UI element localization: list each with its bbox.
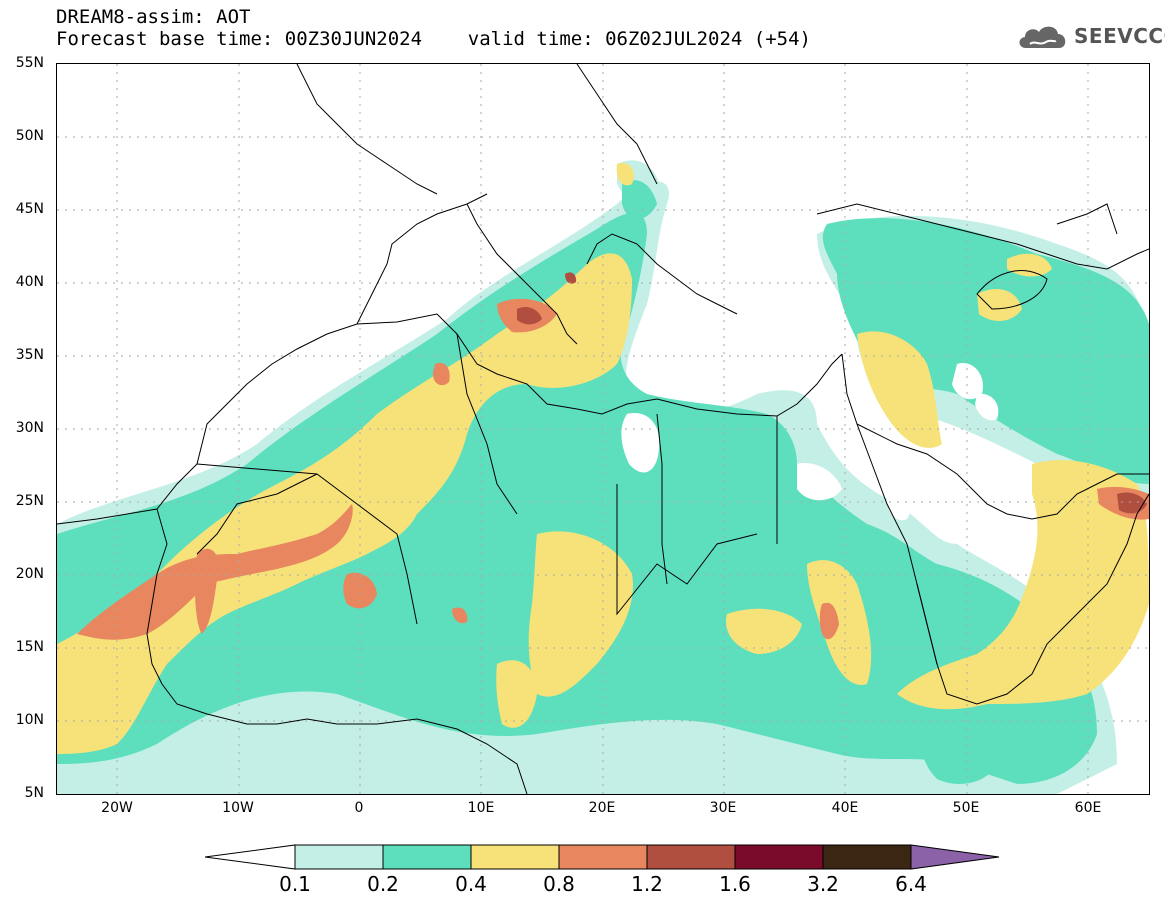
- colorbar-swatch-7: [822, 844, 912, 870]
- lat-label-50n: 50N: [15, 128, 44, 144]
- lon-label-20e: 20E: [588, 800, 616, 816]
- colorbar-svg: [204, 844, 1000, 870]
- lon-label-50e: 50E: [952, 800, 980, 816]
- lat-label-10n: 10N: [15, 712, 44, 728]
- colorbar-swatch-5: [646, 844, 736, 870]
- lat-label-25n: 25N: [15, 493, 44, 509]
- lon-label-60e: 60E: [1074, 800, 1102, 816]
- lon-label-10w: 10W: [222, 800, 254, 816]
- forecast-times: Forecast base time: 00Z30JUN2024 valid t…: [56, 28, 811, 50]
- lon-label-0: 0: [354, 800, 364, 816]
- colorbar-label-1-2: 1.2: [631, 872, 663, 896]
- colorbar-swatch-6: [734, 844, 824, 870]
- colorbar-swatch-4: [558, 844, 648, 870]
- colorbar-label-1-6: 1.6: [719, 872, 751, 896]
- cloud-icon: [1019, 26, 1066, 48]
- aot-gaps: [621, 363, 999, 521]
- lon-label-10e: 10E: [467, 800, 495, 816]
- coastlines: [57, 64, 1149, 794]
- map-title-block: DREAM8-assim: AOT Forecast base time: 00…: [56, 6, 811, 50]
- lon-label-20w: 20W: [101, 800, 133, 816]
- aot-colorbar: [204, 842, 1000, 872]
- lat-label-5n: 5N: [24, 785, 44, 801]
- logo-text: SEEVCCC: [1074, 24, 1165, 48]
- colorbar-label-0-8: 0.8: [543, 872, 575, 896]
- colorbar-swatch-2: [382, 844, 472, 870]
- colorbar-arrow-low: [204, 844, 296, 870]
- colorbar-label-0-1: 0.1: [279, 872, 311, 896]
- lat-label-45n: 45N: [15, 201, 44, 217]
- colorbar-label-3-2: 3.2: [807, 872, 839, 896]
- lat-label-15n: 15N: [15, 639, 44, 655]
- lat-label-20n: 20N: [15, 566, 44, 582]
- colorbar-arrow-high: [910, 844, 1000, 870]
- colorbar-label-6-4: 6.4: [895, 872, 927, 896]
- lat-label-55n: 55N: [15, 55, 44, 71]
- map-title: DREAM8-assim: AOT: [56, 6, 251, 28]
- graticule: [57, 64, 1149, 794]
- aot-map: [56, 63, 1150, 795]
- lon-label-40e: 40E: [831, 800, 859, 816]
- lon-label-30e: 30E: [709, 800, 737, 816]
- colorbar-label-0-2: 0.2: [367, 872, 399, 896]
- lat-label-40n: 40N: [15, 274, 44, 290]
- lat-label-35n: 35N: [15, 347, 44, 363]
- seevccc-logo: SEEVCCC: [1016, 22, 1165, 50]
- colorbar-labels: 0.1 0.2 0.4 0.8 1.2 1.6 3.2 6.4: [0, 872, 1165, 900]
- colorbar-swatch-1: [294, 844, 384, 870]
- aot-level-1-2: [517, 272, 1147, 514]
- colorbar-swatch-3: [470, 844, 560, 870]
- aot-map-canvas: [57, 64, 1149, 794]
- lat-label-30n: 30N: [15, 420, 44, 436]
- colorbar-label-0-4: 0.4: [455, 872, 487, 896]
